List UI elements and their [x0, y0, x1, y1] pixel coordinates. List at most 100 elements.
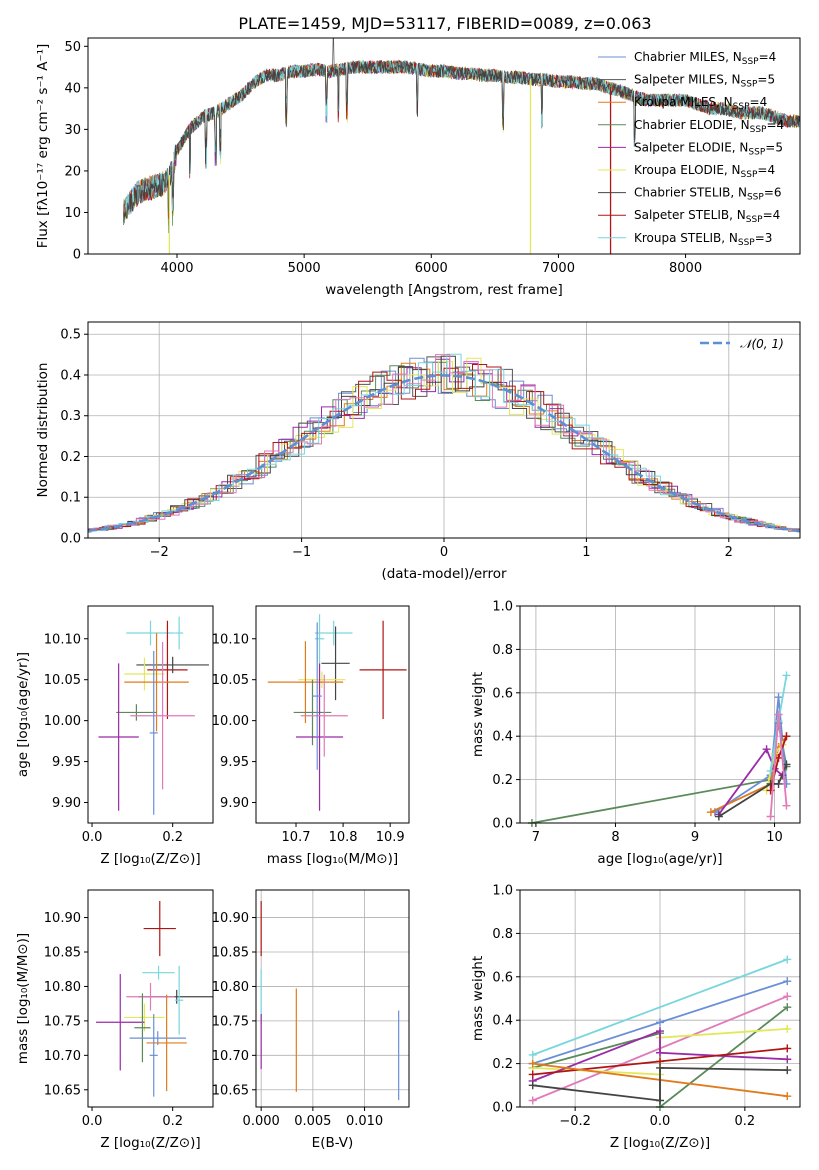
errorbar-point [175, 965, 184, 1035]
x-tick-label: 0 [440, 545, 448, 560]
axes-age_vs_mass: 10.7 10.8 10.9 9.90 9.95 10.00 10.05 10.10 [212, 632, 405, 845]
y-tick-label: 0.8 [492, 927, 513, 942]
errorbar-point [267, 641, 344, 724]
y-tick-label: 10 [64, 206, 81, 221]
series-marker [774, 710, 783, 719]
series-marker [656, 1027, 664, 1036]
x-tick-label: 8 [611, 830, 619, 845]
legend-label: Kroupa STELIB, NSSP=3 [634, 231, 772, 248]
x-tick-label: 0.0 [650, 1114, 671, 1129]
errorbar-point [124, 657, 165, 691]
series-marker [656, 1063, 664, 1072]
series-marker [528, 1096, 537, 1105]
mass_vs_Z-frame [87, 889, 214, 1108]
series-marker [783, 1066, 792, 1075]
series-marker [782, 760, 791, 769]
y-tick-label: 0.4 [492, 730, 513, 745]
errorbar-point [149, 1014, 158, 1097]
y-tick-label: 0.4 [492, 1014, 513, 1029]
series-marker [762, 745, 771, 754]
series-line [532, 1029, 788, 1082]
y-tick-label: 0.0 [492, 1101, 513, 1116]
x-tick-label: 0.0 [82, 830, 103, 845]
x-tick-label: 1 [582, 545, 590, 560]
residuals-frame [87, 321, 801, 539]
x-tick-label: 0.2 [162, 830, 183, 845]
x-tick-label: −2 [150, 545, 169, 560]
errorbar-point [136, 656, 209, 674]
y-tick-label: 0.6 [492, 686, 513, 701]
series-marker [528, 1050, 537, 1059]
y-tick-label: 10.75 [212, 1014, 249, 1029]
mass_vs_Z-xlabel: Z [log₁₀(Z/Z⊙)] [100, 1135, 200, 1151]
mass_vs_ebv-xlabel: E(B-V) [312, 1135, 354, 1151]
x-tick-label: 10.8 [329, 830, 358, 845]
series-marker [782, 732, 791, 741]
x-tick-label: 10 [766, 830, 783, 845]
y-tick-label: 20 [64, 164, 81, 179]
weight_vs_Z-ylabel: mass weight [470, 956, 486, 1041]
errorbar-point [321, 626, 350, 701]
histogram-series [88, 355, 800, 533]
y-tick-label: 10.80 [44, 980, 81, 995]
x-tick-label: −1 [292, 545, 311, 560]
axes-spectrum: 4000 5000 6000 7000 8000 0 10 20 30 40 50 [64, 40, 702, 276]
x-tick-label: 7000 [542, 261, 575, 276]
spectrum-frame [87, 37, 801, 255]
y-tick-label: 10.10 [44, 632, 81, 647]
mass_vs_Z-ylabel: mass [log₁₀(M/M⊙)] [15, 933, 31, 1064]
y-tick-label: 9.90 [52, 796, 81, 811]
y-tick-label: 10.85 [44, 946, 81, 961]
series-marker [783, 1044, 792, 1053]
legend-label: Kroupa ELODIE, NSSP=4 [634, 163, 775, 180]
y-tick-label: 0 [73, 248, 81, 263]
series-marker [783, 1055, 792, 1064]
errorbar-point [300, 674, 348, 757]
x-tick-label: 4000 [160, 261, 193, 276]
age_vs_mass-frame [255, 605, 410, 824]
errorbar-point [124, 1003, 165, 1032]
series-marker [528, 1059, 537, 1068]
series-marker [783, 1024, 792, 1033]
x-tick-label: 6000 [415, 261, 448, 276]
series-line [532, 958, 788, 1056]
y-tick-label: 10.75 [44, 1014, 81, 1029]
x-tick-label: 2 [725, 545, 733, 560]
y-tick-label: 40 [64, 81, 81, 96]
x-tick-label: 0.010 [346, 1114, 383, 1129]
series-marker [783, 1003, 792, 1012]
errorbar-point [124, 633, 189, 732]
axes-mass_vs_ebv: 0.000 0.005 0.010 10.65 10.70 10.75 10.80 10.85… [212, 890, 409, 1129]
series-marker [774, 779, 783, 788]
y-tick-label: 10.80 [212, 980, 249, 995]
y-tick-label: 10.10 [212, 632, 249, 647]
spectrum-xlabel: wavelength [Angstrom, rest frame] [325, 282, 563, 298]
x-tick-label: 5000 [288, 261, 321, 276]
errorbar-point [116, 704, 157, 721]
series-marker [706, 808, 715, 817]
y-tick-label: 0.6 [492, 970, 513, 985]
errorbar-point [126, 983, 175, 1011]
axes-residuals: −2 −1 0 1 2 0.0 0.1 0.2 0.3 0.4 0.5 [60, 322, 800, 560]
errorbar-point [175, 616, 184, 650]
x-tick-label: 10.7 [282, 830, 311, 845]
series-marker [714, 812, 723, 821]
y-tick-label: 30 [64, 123, 81, 138]
y-tick-label: 10.70 [44, 1049, 81, 1064]
legend-label: 𝒩(0, 1) [740, 337, 784, 351]
legend-label: Salpeter ELODIE, NSSP=5 [634, 140, 783, 157]
y-tick-label: 10.05 [212, 673, 249, 688]
y-tick-label: 9.95 [52, 755, 81, 770]
errorbar-point [134, 993, 151, 1063]
y-tick-label: 9.90 [220, 796, 249, 811]
errorbar-point [314, 614, 325, 664]
errorbar-point [143, 901, 176, 957]
weight_vs_Z-xlabel: Z [log₁₀(Z/Z⊙)] [610, 1135, 710, 1151]
legend-label: Salpeter STELIB, NSSP=4 [634, 208, 780, 225]
errorbar-point [298, 671, 346, 688]
spectrum-series-line [123, 60, 800, 224]
age_vs_Z-frame [87, 605, 214, 824]
x-tick-label: 0.000 [243, 1114, 280, 1129]
plot-layer: 4000 5000 6000 7000 800001020304050Chabrier … [15, 37, 801, 1151]
